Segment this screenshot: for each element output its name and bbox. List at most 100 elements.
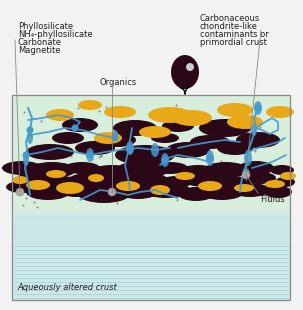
Ellipse shape [152,162,188,174]
Ellipse shape [26,184,70,200]
Ellipse shape [270,165,294,175]
Ellipse shape [280,172,296,180]
Ellipse shape [275,177,295,187]
Circle shape [207,154,214,162]
Ellipse shape [112,130,118,140]
Ellipse shape [151,133,179,143]
Circle shape [242,169,249,175]
Ellipse shape [214,176,250,188]
Ellipse shape [244,150,252,166]
Ellipse shape [115,145,175,165]
Text: Magnetite: Magnetite [18,46,61,55]
Text: Phyllosilicate: Phyllosilicate [18,22,73,31]
Ellipse shape [139,126,171,138]
Ellipse shape [56,182,84,194]
Ellipse shape [230,183,270,197]
Ellipse shape [175,172,195,180]
Ellipse shape [118,185,158,199]
Ellipse shape [199,119,251,137]
Ellipse shape [116,161,168,179]
Ellipse shape [128,173,168,187]
Ellipse shape [58,183,94,197]
Ellipse shape [23,154,29,166]
Circle shape [161,157,168,163]
Ellipse shape [200,184,244,200]
Bar [12,213,290,300]
Text: Carbonate: Carbonate [18,38,62,47]
Ellipse shape [17,172,53,184]
Circle shape [255,104,261,112]
Circle shape [72,125,78,131]
Ellipse shape [148,107,192,123]
Ellipse shape [46,176,78,188]
Ellipse shape [126,141,134,155]
Text: Carbonaceous: Carbonaceous [200,14,260,23]
Ellipse shape [78,100,102,110]
Ellipse shape [26,180,50,190]
Text: Organics: Organics [100,78,137,87]
Ellipse shape [62,118,98,132]
Circle shape [22,152,29,158]
Ellipse shape [184,173,224,187]
Ellipse shape [206,150,214,166]
Ellipse shape [100,176,136,188]
Ellipse shape [2,161,42,175]
Ellipse shape [150,185,170,195]
Ellipse shape [46,109,74,121]
Ellipse shape [160,176,192,188]
Ellipse shape [244,172,276,184]
Ellipse shape [172,110,212,126]
Text: contaminants or: contaminants or [200,30,269,39]
Ellipse shape [113,120,157,136]
Circle shape [126,147,134,153]
Ellipse shape [251,124,257,136]
Ellipse shape [236,132,280,148]
Ellipse shape [190,135,230,149]
Ellipse shape [142,182,190,198]
Ellipse shape [75,141,115,155]
Ellipse shape [265,180,285,188]
Ellipse shape [254,101,262,115]
Ellipse shape [116,181,140,191]
Ellipse shape [151,143,159,157]
Text: Aqueously altered crust: Aqueously altered crust [17,283,117,292]
Circle shape [108,188,116,196]
Ellipse shape [78,185,130,203]
Ellipse shape [90,165,134,179]
Ellipse shape [6,181,38,193]
Ellipse shape [234,184,254,192]
Ellipse shape [264,186,292,198]
Ellipse shape [198,181,222,191]
Ellipse shape [204,162,248,178]
Circle shape [16,188,24,196]
Ellipse shape [161,153,169,167]
Ellipse shape [26,144,74,160]
Ellipse shape [88,174,104,182]
Ellipse shape [28,162,76,178]
Ellipse shape [178,165,218,179]
Ellipse shape [12,176,28,184]
Ellipse shape [68,173,112,187]
Ellipse shape [64,162,100,174]
Ellipse shape [86,148,94,162]
Text: Fluids: Fluids [260,195,285,204]
Ellipse shape [217,141,253,155]
Ellipse shape [266,106,294,118]
Ellipse shape [178,187,214,201]
Text: chondrite-like: chondrite-like [200,22,258,31]
Ellipse shape [171,55,199,89]
Text: NH₄-phyllosilicate: NH₄-phyllosilicate [18,30,93,39]
Ellipse shape [179,82,187,90]
Circle shape [186,63,194,71]
Ellipse shape [162,120,194,132]
Text: primordial crust: primordial crust [200,38,267,47]
Circle shape [112,135,118,141]
Ellipse shape [27,132,33,144]
Bar [12,95,290,213]
Circle shape [86,152,94,158]
Circle shape [242,171,250,179]
Ellipse shape [100,133,136,147]
Circle shape [26,126,34,134]
Ellipse shape [217,103,253,117]
Ellipse shape [94,132,122,144]
